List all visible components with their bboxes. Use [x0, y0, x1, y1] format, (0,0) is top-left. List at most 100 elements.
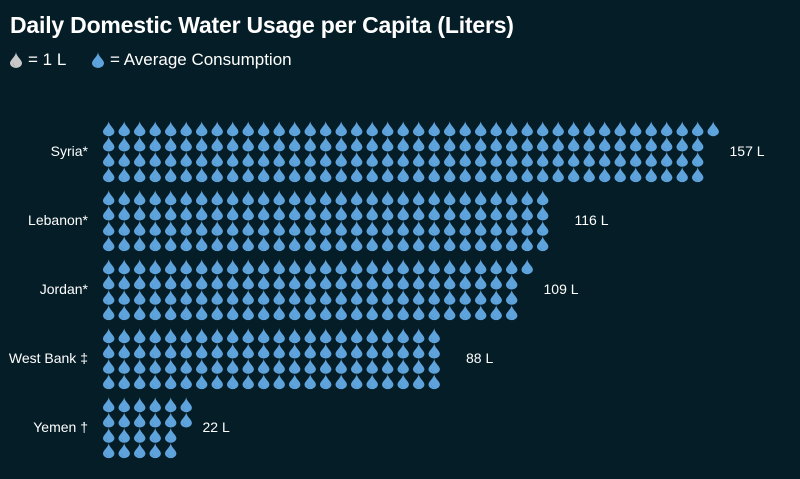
water-drop-icon [103, 289, 115, 305]
water-drop-icon [444, 259, 456, 275]
water-drop-icon [351, 205, 363, 221]
water-drop-icon [211, 373, 223, 390]
water-drop-icon [180, 289, 192, 305]
water-drop-icon [428, 136, 440, 152]
water-drop-icon [242, 166, 254, 183]
water-drop-icon [428, 358, 440, 374]
water-drop-icon [149, 397, 161, 413]
water-drop-icon [134, 343, 146, 359]
water-drop-icon [428, 328, 440, 344]
water-drop-icon [351, 166, 363, 183]
water-drop-icon [227, 190, 239, 206]
water-drop-icon [568, 121, 580, 137]
water-drop-icon [103, 358, 115, 374]
water-drop-icon [165, 373, 177, 390]
water-drop-icon [490, 136, 502, 152]
water-drop-icon [134, 427, 146, 443]
water-drop-icon [676, 166, 688, 183]
water-drop-icon [149, 442, 161, 459]
water-drop-icon [335, 136, 347, 152]
water-drop-icon [118, 373, 130, 390]
water-drop-icon [537, 235, 549, 252]
water-drop-icon [320, 304, 332, 321]
water-drop-icon [180, 328, 192, 344]
water-drop-icon [366, 358, 378, 374]
water-drop-icon [475, 259, 487, 275]
water-drop-icon [382, 343, 394, 359]
water-drop-icon [475, 235, 487, 252]
water-drop-icon [537, 151, 549, 167]
water-drop-icon [444, 121, 456, 137]
water-drop-icon [521, 205, 533, 221]
water-drop-icon [366, 343, 378, 359]
water-drop-icon [304, 343, 316, 359]
water-drop-icon [320, 373, 332, 390]
water-drop-icon [273, 358, 285, 374]
water-drop-icon [382, 136, 394, 152]
water-drop-icon [506, 121, 518, 137]
water-drop-icon [490, 289, 502, 305]
water-drop-icon [537, 166, 549, 183]
water-drop-icon [444, 274, 456, 290]
water-drop-icon [242, 259, 254, 275]
water-drop-icon [134, 442, 146, 459]
water-drop-icon [289, 235, 301, 252]
water-drop-icon [351, 304, 363, 321]
water-drop-icon [211, 205, 223, 221]
water-drop-icon [103, 220, 115, 236]
water-drop-icon [366, 166, 378, 183]
water-drop-icon [118, 166, 130, 183]
water-drop-icon [242, 289, 254, 305]
water-drop-icon [211, 304, 223, 321]
water-drop-icon [506, 190, 518, 206]
water-drop-icon [413, 274, 425, 290]
water-drop-icon [227, 151, 239, 167]
water-drop-icon [227, 328, 239, 344]
legend-label-average: = Average Consumption [110, 50, 292, 69]
water-drop-icon [428, 235, 440, 252]
water-drop-icon [630, 151, 642, 167]
water-drop-icon [475, 274, 487, 290]
water-drop-icon [459, 151, 471, 167]
water-drop-icon [413, 328, 425, 344]
water-drop-icon [413, 235, 425, 252]
water-drop-icon [242, 151, 254, 167]
water-drop-icon [134, 412, 146, 428]
water-drop-icon [428, 166, 440, 183]
water-drop-icon [273, 373, 285, 390]
water-drop-icon [599, 166, 611, 183]
drop-group-4 [103, 397, 192, 459]
water-drop-icon [382, 235, 394, 252]
water-drop-icon [320, 274, 332, 290]
water-drop-icon [134, 121, 146, 137]
water-drop-icon [490, 220, 502, 236]
water-drop-icon [242, 304, 254, 321]
water-drop-icon [118, 274, 130, 290]
water-drop-icon [103, 274, 115, 290]
water-drop-icon [583, 121, 595, 137]
water-drop-icon [165, 205, 177, 221]
water-drop-icon [149, 121, 161, 137]
water-drop-icon [413, 343, 425, 359]
water-drop-icon [459, 190, 471, 206]
water-drop-icon [103, 373, 115, 390]
water-drop-icon [413, 205, 425, 221]
water-drop-icon [258, 121, 270, 137]
water-drop-icon [304, 166, 316, 183]
water-drop-icon [413, 121, 425, 137]
water-drop-icon [304, 259, 316, 275]
water-drop-icon [165, 190, 177, 206]
water-drop-icon [506, 166, 518, 183]
water-drop-icon [227, 358, 239, 374]
water-drop-icon [320, 235, 332, 252]
water-drop-icon [351, 136, 363, 152]
water-drop-icon [304, 151, 316, 167]
water-drop-icon [692, 166, 704, 183]
water-drop-icon [304, 190, 316, 206]
water-drop-icon [599, 136, 611, 152]
water-drop-icon [475, 205, 487, 221]
water-drop-icon [397, 373, 409, 390]
water-drop-icon [211, 136, 223, 152]
water-drop-icon [149, 328, 161, 344]
